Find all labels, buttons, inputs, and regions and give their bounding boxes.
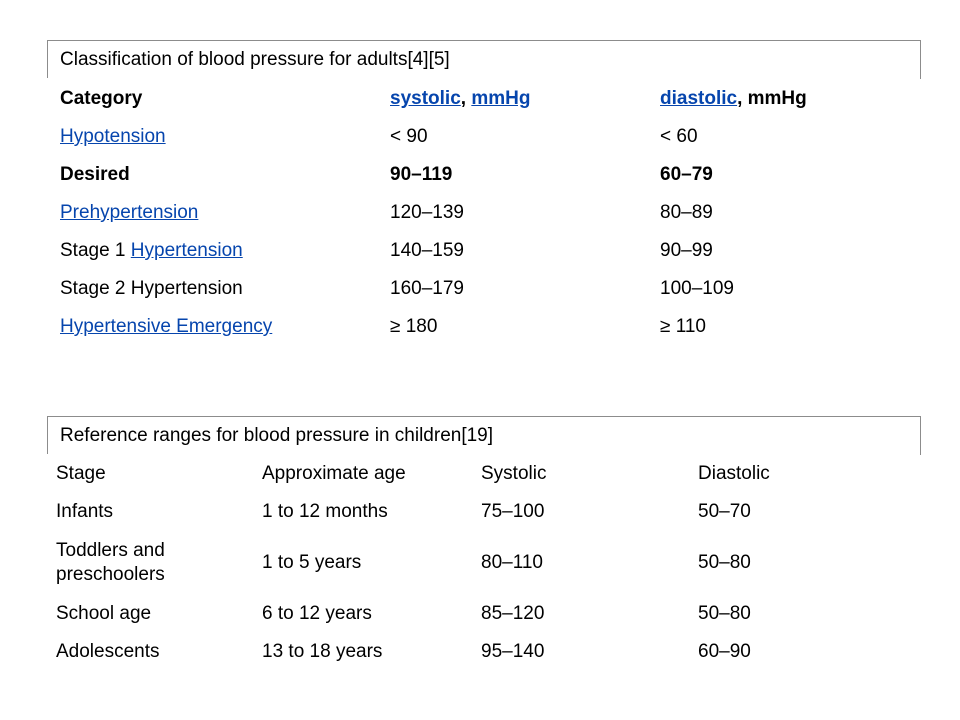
hypertensive-emergency-link[interactable]: Hypertensive Emergency bbox=[60, 316, 273, 337]
row-systolic: 120–139 bbox=[390, 202, 464, 223]
header-stage: Stage bbox=[56, 463, 106, 484]
header-systolic: Systolic bbox=[481, 463, 547, 484]
mmhg-link[interactable]: mmHg bbox=[471, 88, 531, 109]
table-row: Desired 90–119 60–79 bbox=[48, 156, 898, 194]
children-table-caption: Reference ranges for blood pressure in c… bbox=[47, 416, 493, 454]
row-diastolic: 50–80 bbox=[698, 552, 751, 573]
diastolic-unit: , mmHg bbox=[737, 88, 807, 109]
row-diastolic: 90–99 bbox=[660, 240, 713, 261]
adult-table-caption-right-edge bbox=[920, 40, 921, 79]
children-table-caption-right-edge bbox=[920, 416, 921, 455]
row-systolic: 160–179 bbox=[390, 278, 464, 299]
adult-table-caption-top-line bbox=[397, 40, 921, 41]
row-diastolic: 50–70 bbox=[698, 501, 751, 522]
row-systolic: 95–140 bbox=[481, 641, 545, 662]
row-category: Hypertensive Emergency bbox=[48, 308, 390, 346]
row-systolic: 90–119 bbox=[390, 164, 453, 185]
row-diastolic: 100–109 bbox=[660, 278, 734, 299]
table-row: Prehypertension 120–139 80–89 bbox=[48, 194, 898, 232]
row-age: 1 to 5 years bbox=[262, 552, 362, 573]
row-diastolic: 50–80 bbox=[698, 603, 751, 624]
header-diastolic: Diastolic bbox=[698, 463, 770, 484]
prehypertension-link[interactable]: Prehypertension bbox=[60, 202, 199, 223]
row-age: 6 to 12 years bbox=[262, 603, 372, 624]
row-systolic: < 90 bbox=[390, 126, 428, 147]
row-age: 1 to 12 months bbox=[262, 501, 388, 522]
header-separator: , bbox=[460, 88, 472, 109]
hypertension-link[interactable]: Hypertension bbox=[130, 240, 243, 261]
row-category: Desired bbox=[60, 164, 130, 185]
header-systolic: systolic, mmHg bbox=[390, 80, 660, 118]
children-table-caption-top-line bbox=[277, 416, 921, 417]
row-systolic: 75–100 bbox=[481, 501, 545, 522]
header-category: Category bbox=[60, 88, 143, 109]
row-stage: Toddlers and preschoolers bbox=[56, 540, 165, 585]
table-row: Toddlers and preschoolers 1 to 5 years 8… bbox=[48, 531, 848, 595]
adult-table-caption: Classification of blood pressure for adu… bbox=[47, 40, 450, 78]
adult-bp-classification-table: Category systolic, mmHg diastolic, mmHg … bbox=[48, 80, 898, 346]
diastolic-link[interactable]: diastolic bbox=[660, 88, 738, 109]
row-systolic: ≥ 180 bbox=[390, 316, 438, 337]
children-table-caption-text: Reference ranges for blood pressure in c… bbox=[60, 425, 494, 446]
table-row: Infants 1 to 12 months 75–100 50–70 bbox=[48, 493, 848, 531]
table-row: Hypotension < 90 < 60 bbox=[48, 118, 898, 156]
row-diastolic: ≥ 110 bbox=[660, 316, 706, 337]
row-stage: Infants bbox=[56, 501, 114, 522]
row-category: Prehypertension bbox=[48, 194, 390, 232]
row-diastolic: 80–89 bbox=[660, 202, 713, 223]
row-diastolic: 60–90 bbox=[698, 641, 751, 662]
header-age: Approximate age bbox=[262, 463, 406, 484]
systolic-link[interactable]: systolic bbox=[390, 88, 461, 109]
row-category: Stage 1 Hypertension bbox=[48, 232, 390, 270]
table-row: Hypertensive Emergency ≥ 180 ≥ 110 bbox=[48, 308, 898, 346]
stage-prefix: Stage 1 bbox=[60, 240, 131, 261]
table-row: Stage 2 Hypertension 160–179 100–109 bbox=[48, 270, 898, 308]
row-diastolic: 60–79 bbox=[660, 164, 713, 185]
header-diastolic: diastolic, mmHg bbox=[660, 80, 898, 118]
row-category: Hypotension bbox=[48, 118, 390, 156]
row-systolic: 140–159 bbox=[390, 240, 464, 261]
row-stage: School age bbox=[56, 603, 152, 624]
row-systolic: 80–110 bbox=[481, 552, 543, 573]
table-row: School age 6 to 12 years 85–120 50–80 bbox=[48, 595, 848, 633]
row-systolic: 85–120 bbox=[481, 603, 545, 624]
hypotension-link[interactable]: Hypotension bbox=[60, 126, 166, 147]
row-stage: Adolescents bbox=[56, 641, 160, 662]
row-diastolic: < 60 bbox=[660, 126, 698, 147]
row-age: 13 to 18 years bbox=[262, 641, 383, 662]
table-header-row: Category systolic, mmHg diastolic, mmHg bbox=[48, 80, 898, 118]
children-bp-reference-table: Stage Approximate age Systolic Diastolic… bbox=[48, 455, 848, 671]
adult-table-caption-text: Classification of blood pressure for adu… bbox=[60, 49, 450, 70]
table-row: Adolescents 13 to 18 years 95–140 60–90 bbox=[48, 633, 848, 671]
row-category: Stage 2 Hypertension bbox=[60, 278, 243, 299]
table-header-row: Stage Approximate age Systolic Diastolic bbox=[48, 455, 848, 493]
table-row: Stage 1 Hypertension 140–159 90–99 bbox=[48, 232, 898, 270]
